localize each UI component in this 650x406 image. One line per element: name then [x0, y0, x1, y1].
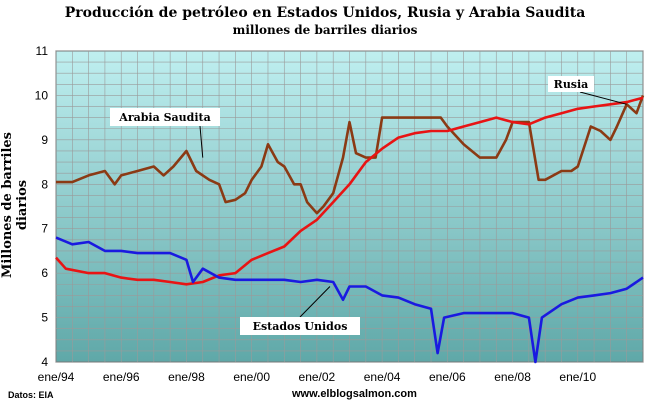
- y-tick-label: 7: [41, 222, 48, 236]
- x-tick-label: ene/06: [429, 370, 466, 384]
- x-tick-label: ene/04: [364, 370, 401, 384]
- x-tick-label: ene/08: [494, 370, 531, 384]
- x-tick-label: ene/98: [168, 370, 205, 384]
- series-line-estados-unidos: [55, 236, 644, 364]
- y-tick-label: 6: [41, 266, 48, 280]
- x-axis-ticks: ene/94 ene/96 ene/98 ene/00 ene/02 ene/04 ene/…: [38, 370, 597, 384]
- y-tick-label: 10: [35, 88, 49, 102]
- y-tick-label: 9: [41, 133, 48, 147]
- series-lines: [55, 94, 645, 364]
- y-tick-label: 5: [41, 311, 48, 325]
- y-axis-ticks: 4 5 6 7 8 9 10 11: [35, 44, 49, 369]
- annotation-arabia-saudita: Arabia Saudita: [110, 108, 220, 158]
- chart-title: Producción de petróleo en Estados Unidos…: [64, 5, 586, 21]
- annotation-label: Rusia: [554, 78, 589, 91]
- annotation-rusia: Rusia: [548, 76, 627, 105]
- x-tick-label: ene/00: [233, 370, 270, 384]
- annotations: Arabia Saudita Rusia Estados Unidos: [110, 76, 627, 335]
- site-url: www.elblogsalmon.com: [292, 388, 417, 400]
- x-tick-label: ene/96: [103, 370, 140, 384]
- annotation-label: Arabia Saudita: [118, 111, 210, 124]
- series-line-arabia-saudita: [56, 94, 645, 215]
- chart-subtitle: millones de barriles diarios: [232, 23, 418, 37]
- x-tick-label: ene/94: [38, 370, 75, 384]
- annotation-label: Estados Unidos: [253, 320, 348, 333]
- x-tick-label: ene/10: [559, 370, 596, 384]
- x-tick-label: ene/02: [299, 370, 336, 384]
- data-source: Datos: EIA: [8, 390, 54, 400]
- y-tick-label: 4: [41, 355, 48, 369]
- y-tick-label: 11: [36, 44, 49, 58]
- y-tick-label: 8: [41, 177, 48, 191]
- series-line-rusia: [55, 96, 644, 286]
- annotation-estados-unidos: Estados Unidos: [240, 286, 360, 335]
